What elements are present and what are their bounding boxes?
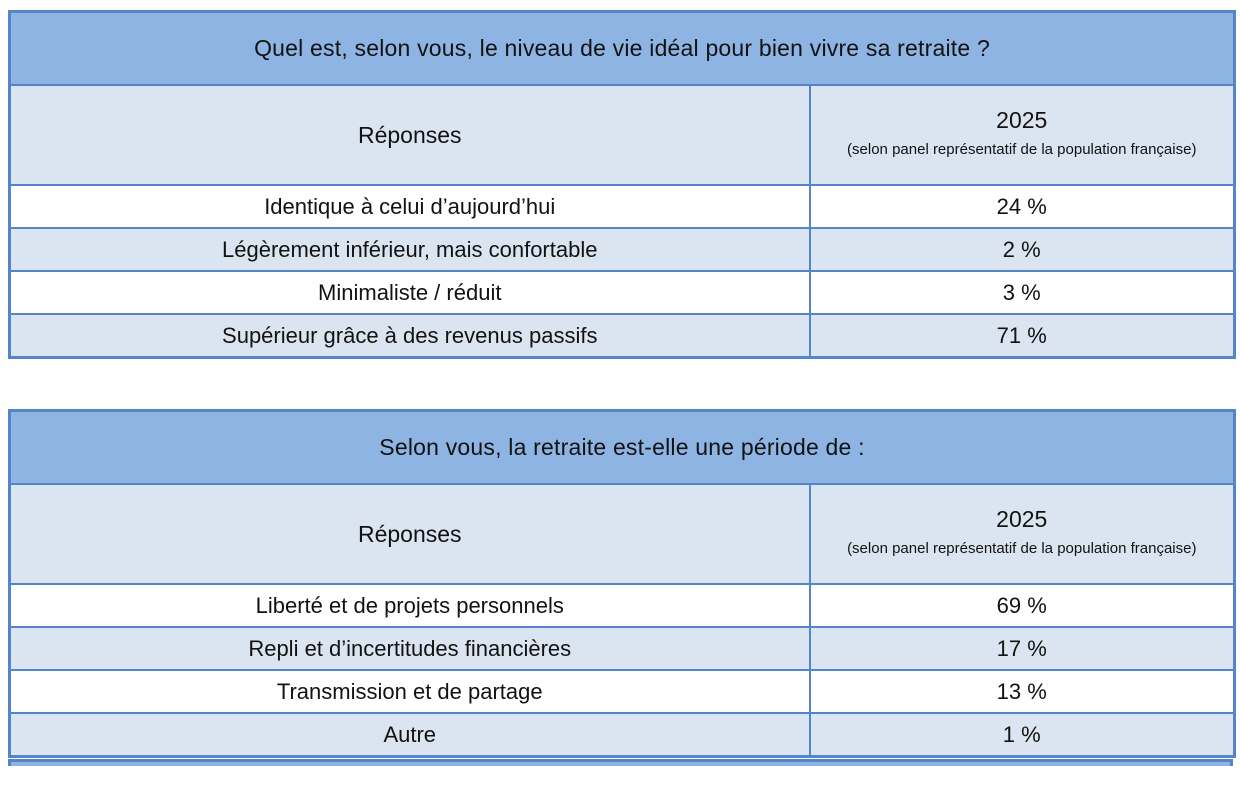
year-label: 2025 [996, 506, 1048, 533]
row-label: Minimaliste / réduit [8, 270, 811, 315]
row-label: Légèrement inférieur, mais confortable [8, 227, 811, 272]
row-value: 17 % [808, 626, 1236, 671]
column-header-responses: Réponses [8, 84, 811, 186]
column-header-year: 2025 (selon panel représentatif de la po… [808, 84, 1236, 186]
row-label: Autre [8, 712, 811, 758]
next-table-clipped-header [8, 759, 1233, 766]
table-row: Autre 1 % [8, 712, 1236, 758]
row-label: Transmission et de partage [8, 669, 811, 714]
table-title-row: Quel est, selon vous, le niveau de vie i… [8, 10, 1236, 86]
table-row: Identique à celui d’aujourd’hui 24 % [8, 184, 1236, 229]
column-header-year: 2025 (selon panel représentatif de la po… [808, 483, 1236, 585]
year-note: (selon panel représentatif de la populat… [847, 540, 1197, 558]
year-label: 2025 [996, 107, 1048, 134]
column-header-responses: Réponses [8, 483, 811, 585]
year-note: (selon panel représentatif de la populat… [847, 141, 1197, 159]
document-page: Quel est, selon vous, le niveau de vie i… [8, 10, 1237, 766]
table-row: Liberté et de projets personnels 69 % [8, 583, 1236, 628]
table-header-row: Réponses 2025 (selon panel représentatif… [8, 84, 1236, 186]
table-title: Quel est, selon vous, le niveau de vie i… [8, 10, 1236, 86]
row-value: 69 % [808, 583, 1236, 628]
responses-label: Réponses [357, 520, 462, 547]
row-label: Repli et d’incertitudes financières [8, 626, 811, 671]
row-value: 24 % [808, 184, 1236, 229]
table-title-row: Selon vous, la retraite est-elle une pér… [8, 409, 1236, 485]
table-row: Repli et d’incertitudes financières 17 % [8, 626, 1236, 671]
survey-table-retirement-period: Selon vous, la retraite est-elle une pér… [8, 409, 1237, 758]
survey-table-ideal-standard-of-living: Quel est, selon vous, le niveau de vie i… [8, 10, 1236, 359]
table-row: Transmission et de partage 13 % [8, 669, 1236, 714]
row-label: Identique à celui d’aujourd’hui [8, 184, 811, 229]
responses-label: Réponses [357, 121, 462, 148]
row-value: 3 % [808, 270, 1236, 315]
row-label: Liberté et de projets personnels [8, 583, 811, 628]
table-spacer [8, 359, 1233, 409]
row-value: 2 % [808, 227, 1236, 272]
table-row: Minimaliste / réduit 3 % [8, 270, 1236, 315]
row-value: 1 % [808, 712, 1236, 758]
table-title: Selon vous, la retraite est-elle une pér… [8, 409, 1236, 485]
table-header-row: Réponses 2025 (selon panel représentatif… [8, 483, 1236, 585]
row-value: 71 % [808, 313, 1236, 359]
table-row: Légèrement inférieur, mais confortable 2… [8, 227, 1236, 272]
table-row: Supérieur grâce à des revenus passifs 71… [8, 313, 1236, 359]
row-value: 13 % [808, 669, 1236, 714]
row-label: Supérieur grâce à des revenus passifs [8, 313, 811, 359]
